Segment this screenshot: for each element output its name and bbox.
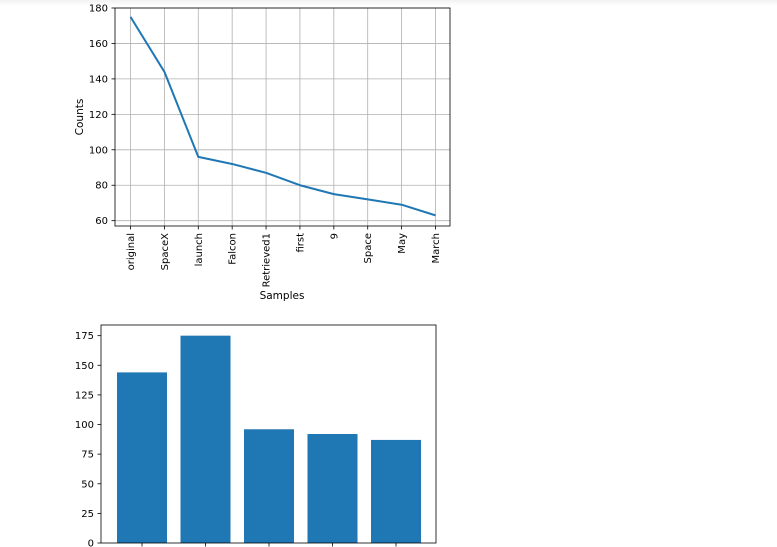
line-chart-ylabel: Counts xyxy=(74,99,86,136)
bar-chart-ytick-label: 25 xyxy=(81,509,94,520)
line-chart-xtick-label: 9 xyxy=(329,233,340,239)
bar-chart-bar xyxy=(117,372,167,543)
notebook-output-top-edge xyxy=(0,0,777,6)
bar-chart-ytick-label: 0 xyxy=(88,539,94,547)
line-chart-ytick-label: 80 xyxy=(95,181,108,192)
line-chart-xtick-label: first xyxy=(295,233,306,253)
line-chart-ytick-label: 100 xyxy=(89,145,108,156)
line-chart-xtick-label: SpaceX xyxy=(160,233,171,270)
line-chart-ytick-label: 60 xyxy=(95,216,108,227)
line-chart-y-ticks: 60 80 100 120 140 160 180 xyxy=(89,4,115,227)
line-chart-grid xyxy=(115,7,450,226)
line-chart-ytick-label: 140 xyxy=(89,74,108,85)
bar-chart-bar xyxy=(180,335,231,543)
bar-chart-ytick-label: 50 xyxy=(81,479,94,490)
line-chart-xtick-label: original xyxy=(126,233,137,270)
bar-chart-bars xyxy=(117,335,421,543)
bar-chart-ytick-label: 175 xyxy=(75,331,94,342)
line-chart-ytick-label: 120 xyxy=(89,110,108,121)
line-chart-ytick-label: 180 xyxy=(89,4,108,15)
line-chart-xtick-label: Retrieved1 xyxy=(262,233,273,287)
bar-chart-bar xyxy=(371,439,421,543)
line-chart-ytick-label: 160 xyxy=(89,39,108,50)
bar-chart-ytick-label: 150 xyxy=(75,361,94,372)
bar-chart-frame xyxy=(100,324,437,544)
line-chart-series-line xyxy=(129,16,436,217)
bar-chart-ytick-label: 125 xyxy=(75,390,94,401)
line-chart-x-ticks: original SpaceX launch Falcon Retrieved1 firs… xyxy=(126,226,442,287)
line-chart-frame xyxy=(114,7,451,227)
bar-chart-ytick-label: 75 xyxy=(81,450,94,461)
line-chart-xtick-label: March xyxy=(431,233,442,263)
bar-chart-bar xyxy=(244,429,294,543)
bar-chart-x-ticks xyxy=(141,543,397,547)
bar-chart-bar xyxy=(307,434,358,543)
line-chart-series xyxy=(129,16,436,217)
bar-chart-y-ticks: 0 25 50 75 100 125 150 175 xyxy=(75,331,101,547)
line-chart-xtick-label: Falcon xyxy=(228,233,239,265)
line-chart-xtick-label: Space xyxy=(363,233,374,263)
line-chart-xtick-label: May xyxy=(397,233,408,254)
line-chart-xlabel: Samples xyxy=(260,290,305,302)
line-chart-xtick-label: launch xyxy=(194,233,205,266)
bar-chart-ytick-label: 100 xyxy=(75,420,94,431)
